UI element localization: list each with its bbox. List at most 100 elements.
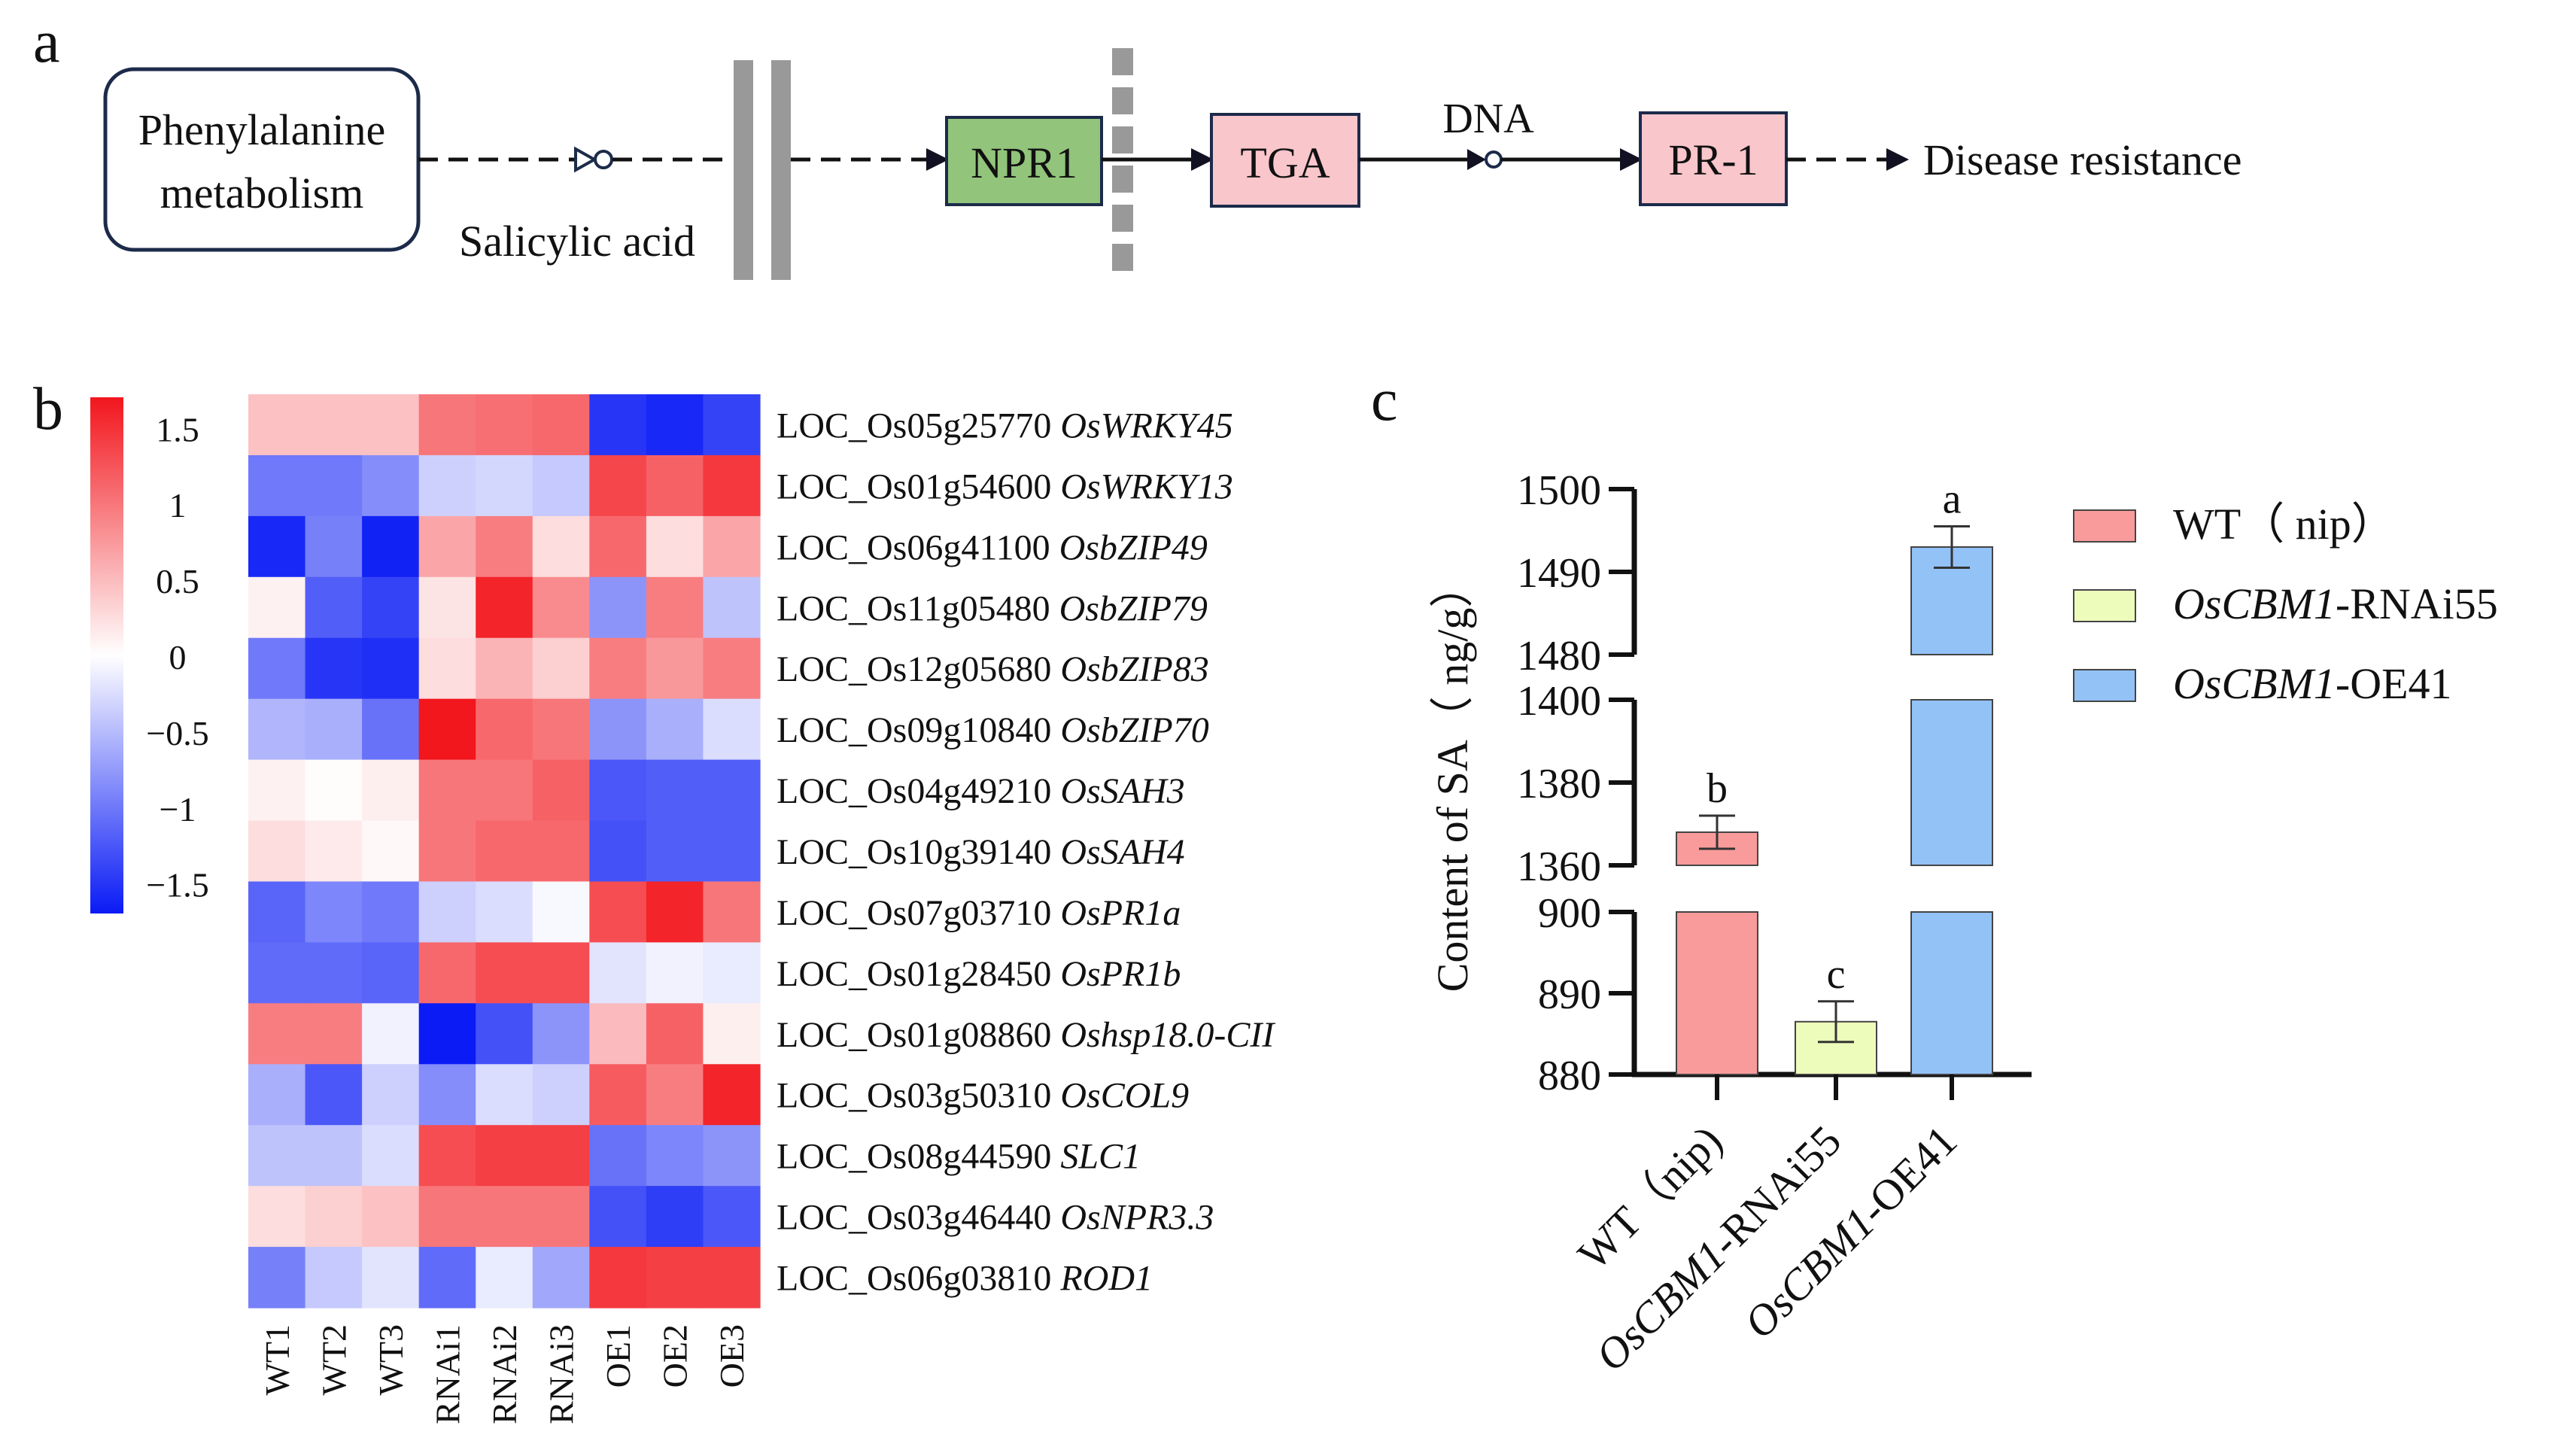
heatmap-cell	[589, 1003, 647, 1065]
heatmap-row-label: LOC_Os11g05480 OsbZIP79	[777, 588, 1208, 628]
heatmap-cell	[589, 820, 647, 883]
compound-arrow-dna	[1467, 149, 1486, 170]
heatmap-column-label: OE1	[599, 1324, 637, 1388]
heatmap-cell	[703, 759, 761, 822]
heatmap-cell	[476, 942, 533, 1004]
heatmap-cell	[589, 1186, 647, 1248]
colorbar	[90, 397, 123, 913]
heatmap-cell	[476, 394, 533, 456]
heatmap-cell	[362, 454, 420, 517]
axis-break-gap	[1639, 870, 2060, 907]
heatmap-cell	[362, 515, 420, 578]
heatmap-cell	[646, 1247, 704, 1309]
heatmap-cell	[248, 576, 306, 639]
heatmap-cell	[305, 759, 363, 822]
row-gene: OsbZIP79	[1059, 588, 1208, 628]
heatmap-row-label: LOC_Os09g10840 OsbZIP70	[777, 710, 1209, 750]
heatmap-cell	[305, 576, 363, 639]
row-locus: LOC_Os01g28450	[777, 954, 1060, 994]
heatmap-cell	[362, 942, 420, 1004]
heatmap-cell	[589, 759, 647, 822]
heatmap-cell	[362, 1186, 420, 1248]
heatmap-cell	[418, 759, 476, 822]
heatmap-cell	[589, 454, 647, 517]
heatmap-cell	[532, 759, 590, 822]
colorbar-tick-label: −1	[160, 790, 196, 828]
heatmap-cell	[248, 515, 306, 578]
legend-swatch	[2073, 589, 2136, 622]
bar	[1910, 699, 1993, 866]
y-tick-label: 890	[1538, 971, 1601, 1018]
legend-italic: OsCBM1	[2173, 579, 2336, 628]
row-gene: OsbZIP83	[1060, 649, 1208, 689]
heatmap-cell	[589, 515, 647, 578]
bar	[1676, 911, 1758, 1075]
heatmap-cell	[362, 1064, 420, 1126]
row-gene: SLC1	[1060, 1137, 1141, 1177]
heatmap-cell	[305, 698, 363, 761]
axis-break-gap	[1639, 659, 2060, 695]
heatmap-cell	[646, 759, 704, 822]
heatmap-cell	[532, 576, 590, 639]
colorbar-tick-label: −1.5	[146, 866, 208, 904]
y-tick-label: 1380	[1517, 761, 1601, 807]
legend-label: OsCBM1-RNAi55	[2173, 579, 2498, 628]
heatmap-cell	[305, 1247, 363, 1309]
heatmap-cell	[589, 1064, 647, 1126]
heatmap-cell	[589, 394, 647, 456]
heatmap-cell	[589, 637, 647, 700]
heatmap-cell	[703, 1125, 761, 1187]
heatmap-cell	[476, 1247, 533, 1309]
heatmap-cell	[362, 1003, 420, 1065]
heatmap-cell	[248, 942, 306, 1004]
heatmap-cell	[703, 1247, 761, 1309]
heatmap-cell	[646, 1186, 704, 1248]
heatmap-row-label: LOC_Os01g08860 Oshsp18.0-CII	[777, 1015, 1275, 1055]
y-tick-label: 1360	[1517, 844, 1601, 890]
row-gene: OsPR1a	[1060, 893, 1181, 933]
heatmap-cell	[418, 942, 476, 1004]
heatmap-cell	[305, 637, 363, 700]
heatmap-row-label: LOC_Os06g41100 OsbZIP49	[777, 527, 1208, 567]
heatmap-cell	[646, 637, 704, 700]
tga-label: TGA	[1240, 138, 1330, 187]
heatmap-row-label: LOC_Os01g28450 OsPR1b	[777, 954, 1181, 994]
heatmap-cell	[646, 515, 704, 578]
significance-letter: b	[1707, 765, 1728, 812]
heatmap-cell	[362, 881, 420, 943]
row-locus: LOC_Os10g39140	[777, 832, 1060, 872]
heatmap-cell	[418, 515, 476, 578]
heatmap-cell	[703, 394, 761, 456]
heatmap-row-label: LOC_Os04g49210 OsSAH3	[777, 771, 1185, 811]
heatmap-row-label: LOC_Os08g44590 SLC1	[777, 1137, 1141, 1177]
heatmap-cell	[305, 394, 363, 456]
x-tick-label: OsCBM1-OE41	[1734, 1116, 1966, 1348]
heatmap-cell	[248, 637, 306, 700]
heatmap-cell	[589, 942, 647, 1004]
heatmap-cell	[703, 576, 761, 639]
heatmap-cell	[418, 576, 476, 639]
heatmap-cell	[646, 881, 704, 943]
heatmap-cell	[248, 1186, 306, 1248]
heatmap-cell	[476, 637, 533, 700]
panel-label-a: a	[33, 9, 60, 75]
heatmap-cell	[305, 1186, 363, 1248]
colorbar-tick-label: −0.5	[146, 714, 208, 752]
heatmap-cell	[476, 454, 533, 517]
row-gene: OsSAH4	[1060, 832, 1184, 872]
heatmap-cell	[418, 1247, 476, 1309]
row-locus: LOC_Os08g44590	[777, 1137, 1060, 1177]
heatmap-row-label: LOC_Os03g50310 OsCOL9	[777, 1076, 1189, 1116]
heatmap-cell	[305, 1064, 363, 1126]
legend-text: -OE41	[2336, 659, 2452, 708]
heatmap-row-label: LOC_Os06g03810 ROD1	[777, 1259, 1153, 1299]
heatmap-cell	[305, 454, 363, 517]
panel-label-c: c	[1371, 367, 1398, 433]
row-locus: LOC_Os06g03810	[777, 1259, 1060, 1299]
heatmap-cell	[362, 637, 420, 700]
heatmap-cell	[418, 881, 476, 943]
heatmap-cell	[248, 881, 306, 943]
